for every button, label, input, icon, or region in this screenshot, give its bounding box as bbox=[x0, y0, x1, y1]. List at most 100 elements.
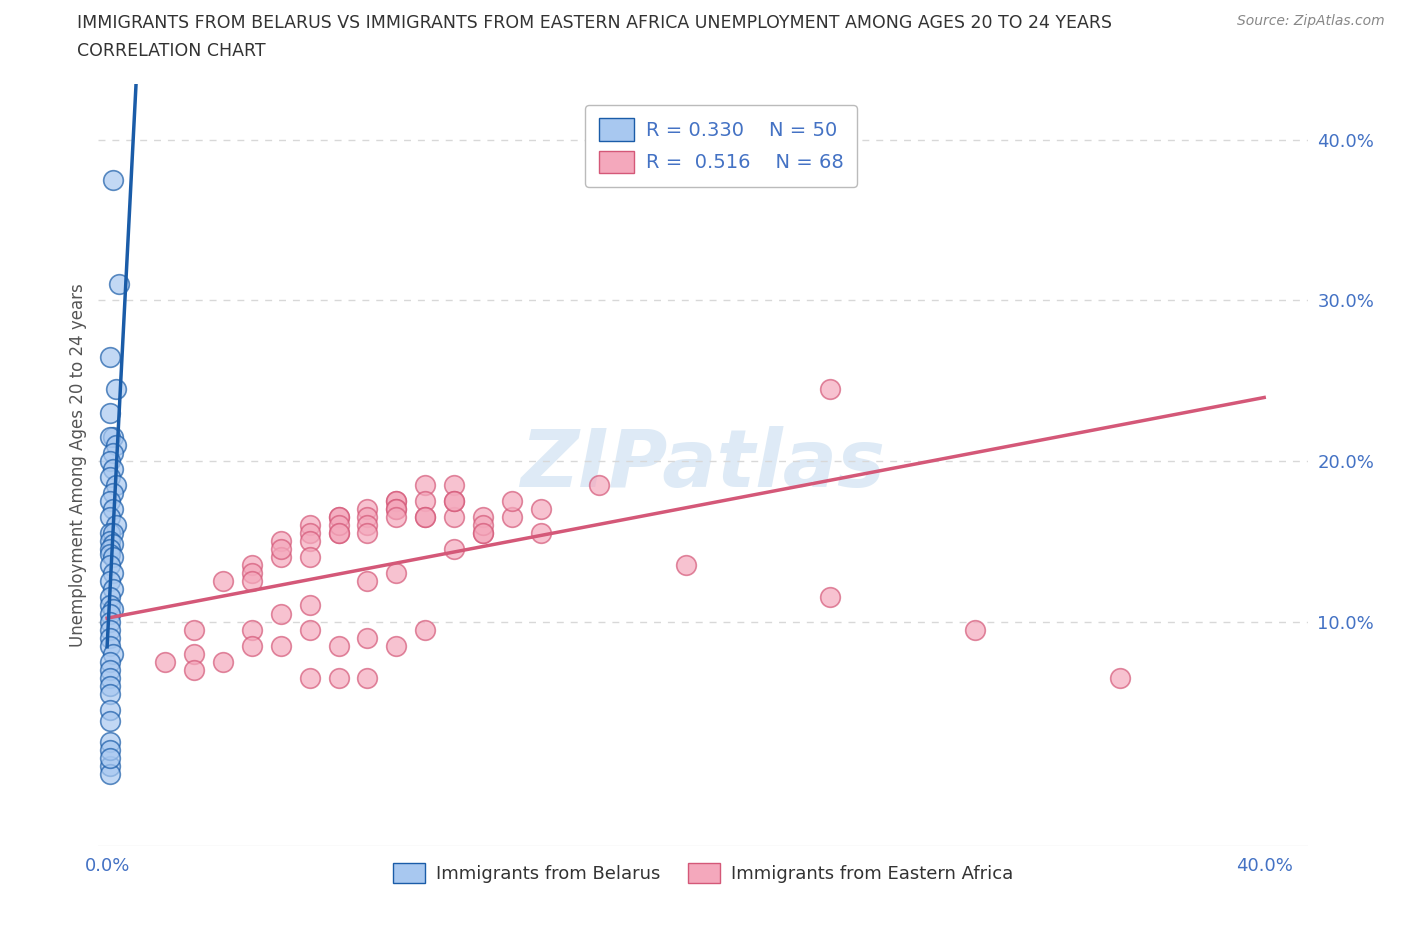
Point bbox=[98, 614, 121, 629]
Point bbox=[98, 662, 121, 677]
Point bbox=[413, 494, 436, 509]
Point bbox=[328, 510, 350, 525]
Point bbox=[104, 478, 127, 493]
Point bbox=[501, 510, 523, 525]
Point bbox=[101, 485, 124, 500]
Point bbox=[98, 606, 121, 621]
Point bbox=[98, 686, 121, 701]
Point bbox=[98, 622, 121, 637]
Point bbox=[240, 566, 263, 581]
Point bbox=[298, 622, 321, 637]
Point bbox=[270, 606, 292, 621]
Point bbox=[98, 671, 121, 685]
Point bbox=[98, 598, 121, 613]
Point bbox=[240, 638, 263, 653]
Point bbox=[270, 534, 292, 549]
Point bbox=[530, 525, 553, 540]
Point bbox=[472, 525, 495, 540]
Point bbox=[413, 478, 436, 493]
Point bbox=[413, 510, 436, 525]
Point bbox=[98, 558, 121, 573]
Point bbox=[101, 550, 124, 565]
Point bbox=[104, 381, 127, 396]
Point bbox=[101, 461, 124, 476]
Point bbox=[211, 654, 233, 669]
Point bbox=[98, 494, 121, 509]
Point bbox=[101, 525, 124, 540]
Point bbox=[385, 638, 408, 653]
Point bbox=[101, 173, 124, 188]
Point bbox=[211, 574, 233, 589]
Text: Source: ZipAtlas.com: Source: ZipAtlas.com bbox=[1237, 14, 1385, 28]
Point bbox=[104, 518, 127, 533]
Point bbox=[356, 631, 378, 645]
Point bbox=[820, 590, 842, 604]
Point bbox=[240, 622, 263, 637]
Point bbox=[385, 501, 408, 516]
Point bbox=[328, 638, 350, 653]
Point bbox=[98, 525, 121, 540]
Point bbox=[298, 671, 321, 685]
Point bbox=[107, 277, 129, 292]
Point bbox=[501, 494, 523, 509]
Point bbox=[413, 622, 436, 637]
Point bbox=[101, 646, 124, 661]
Point bbox=[98, 470, 121, 485]
Point bbox=[328, 671, 350, 685]
Point bbox=[101, 602, 124, 617]
Point bbox=[472, 518, 495, 533]
Point bbox=[356, 574, 378, 589]
Point bbox=[328, 525, 350, 540]
Text: IMMIGRANTS FROM BELARUS VS IMMIGRANTS FROM EASTERN AFRICA UNEMPLOYMENT AMONG AGE: IMMIGRANTS FROM BELARUS VS IMMIGRANTS FR… bbox=[77, 14, 1112, 32]
Point bbox=[98, 542, 121, 557]
Point bbox=[183, 646, 205, 661]
Point bbox=[98, 574, 121, 589]
Point bbox=[443, 542, 465, 557]
Point bbox=[385, 494, 408, 509]
Point bbox=[98, 759, 121, 774]
Point bbox=[104, 437, 127, 452]
Legend: Immigrants from Belarus, Immigrants from Eastern Africa: Immigrants from Belarus, Immigrants from… bbox=[385, 856, 1021, 891]
Point bbox=[356, 501, 378, 516]
Point bbox=[443, 478, 465, 493]
Point bbox=[98, 590, 121, 604]
Point bbox=[270, 542, 292, 557]
Point bbox=[98, 766, 121, 781]
Point bbox=[356, 510, 378, 525]
Point bbox=[298, 525, 321, 540]
Point bbox=[328, 525, 350, 540]
Point bbox=[98, 349, 121, 364]
Point bbox=[101, 445, 124, 460]
Point bbox=[98, 430, 121, 445]
Point bbox=[98, 510, 121, 525]
Point bbox=[820, 381, 842, 396]
Point bbox=[298, 534, 321, 549]
Point bbox=[963, 622, 986, 637]
Point bbox=[101, 566, 124, 581]
Point bbox=[98, 742, 121, 757]
Point bbox=[98, 735, 121, 750]
Point bbox=[385, 566, 408, 581]
Point bbox=[183, 622, 205, 637]
Point bbox=[101, 501, 124, 516]
Point bbox=[270, 550, 292, 565]
Point bbox=[98, 654, 121, 669]
Point bbox=[98, 713, 121, 728]
Point bbox=[385, 501, 408, 516]
Text: CORRELATION CHART: CORRELATION CHART bbox=[77, 42, 266, 60]
Point bbox=[270, 638, 292, 653]
Point bbox=[101, 582, 124, 597]
Point bbox=[98, 751, 121, 765]
Point bbox=[298, 550, 321, 565]
Point bbox=[328, 518, 350, 533]
Point bbox=[101, 537, 124, 551]
Point bbox=[183, 662, 205, 677]
Point bbox=[443, 494, 465, 509]
Point bbox=[98, 638, 121, 653]
Point bbox=[101, 430, 124, 445]
Point bbox=[530, 501, 553, 516]
Point bbox=[443, 494, 465, 509]
Point bbox=[356, 518, 378, 533]
Point bbox=[413, 510, 436, 525]
Point bbox=[1108, 671, 1130, 685]
